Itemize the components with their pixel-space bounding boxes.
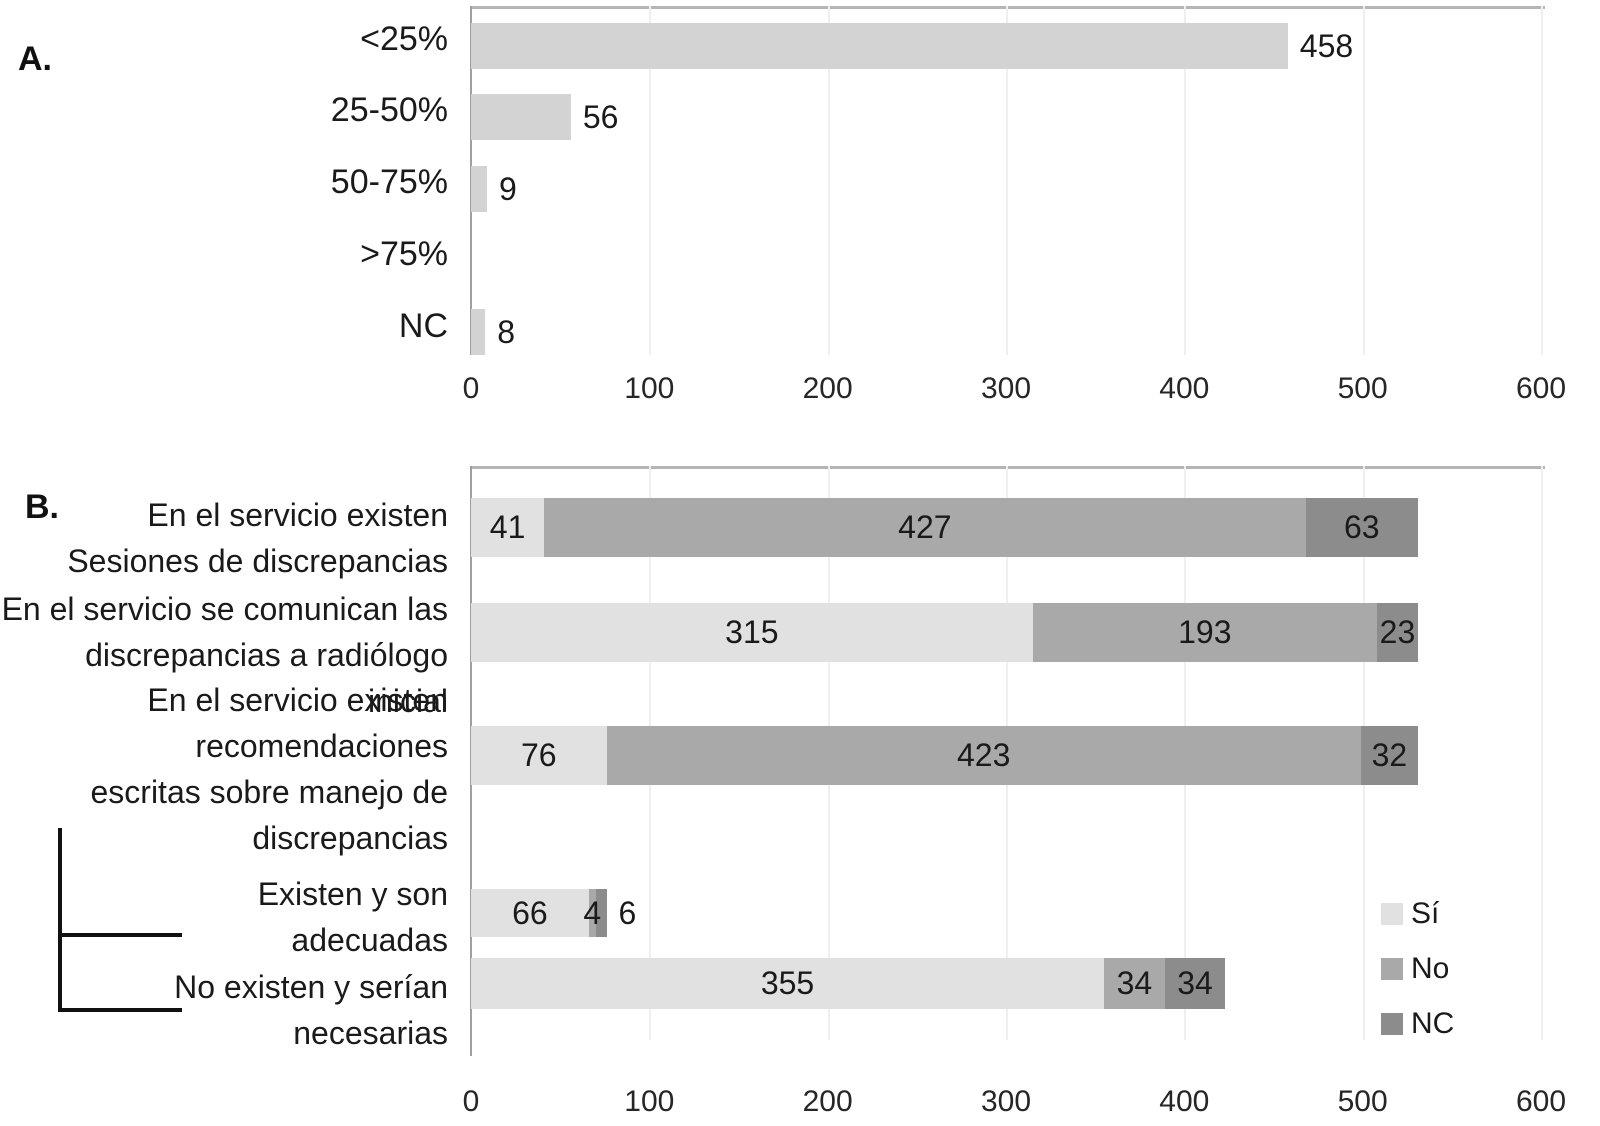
category-label-b-3: Existen y son adecuadas: [257, 876, 448, 958]
category-label-a-3: >75%: [360, 235, 448, 273]
segment-NC-row-0: [1305, 498, 1418, 557]
panel-b-tick-500: 500: [1337, 1085, 1388, 1118]
bar-25-50%: [471, 94, 571, 140]
category-label-a-1: 25-50%: [330, 91, 448, 129]
panel-b-plot-top-border: [471, 466, 1545, 469]
stacked-bar-row-1: 315 193 23: [471, 603, 1418, 662]
legend-label-NC: NC: [1411, 1007, 1455, 1040]
panel-a-plot-top-border: [471, 6, 1545, 9]
gridline-x-200: [827, 6, 830, 355]
segment-NC-row-2: [1360, 726, 1418, 785]
stacked-bar-row-0: 41 427 63: [471, 498, 1418, 557]
category-label-a-2: 50-75%: [330, 163, 448, 201]
bar-50-75%: [471, 166, 488, 212]
panel-a-tick-100: 100: [624, 372, 675, 405]
panel-a-tick-200: 200: [802, 372, 853, 405]
stacked-bar-row-4: 355 34 34: [471, 958, 1226, 1009]
legend-swatch-NC: [1381, 1013, 1403, 1035]
legend-swatch-Sí: [1381, 903, 1403, 925]
bar-NC: [471, 309, 486, 355]
panel-b-tick-0: 0: [462, 1085, 480, 1118]
bracket-tick-no-existen: [58, 1008, 182, 1012]
value-label-No-row-0: 427: [898, 509, 952, 545]
segment-Sí-row-3: [471, 889, 589, 937]
segment-No-row-2: [606, 726, 1361, 785]
gridline-x-600: [1541, 466, 1543, 1040]
value-label-No-row-1: 193: [1178, 614, 1232, 650]
segment-Sí-row-1: [471, 603, 1033, 662]
value-label-NC-row-2: 32: [1371, 737, 1408, 773]
category-label-b-1: En el servicio se comunican las discrepa…: [1, 591, 448, 719]
segment-Sí-row-2: [471, 726, 607, 785]
value-label-No-row-2: 423: [957, 737, 1011, 773]
value-label-No-row-3: 4: [583, 895, 602, 931]
bracket-vertical-line: [58, 828, 62, 1012]
value-label-Sí-row-2: 76: [520, 737, 557, 773]
panel-a-tick-0: 0: [462, 372, 480, 405]
segment-No-row-4: [1104, 958, 1165, 1009]
panel-b-tick-600: 600: [1515, 1085, 1567, 1118]
segment-NC-row-4: [1164, 958, 1226, 1009]
panel-b-plot: 41 427 63 315 193 23 76 423 32 66 4 6 355 34 34: [470, 466, 1545, 1056]
segment-Sí-row-4: [471, 958, 1105, 1009]
panel-a-tick-400: 400: [1159, 372, 1210, 405]
segment-No-row-3: [588, 889, 596, 937]
segment-NC-row-3: [595, 889, 607, 937]
value-label-Sí-row-4: 355: [760, 965, 815, 1001]
category-label-b-2: En el servicio existen recomendaciones e…: [90, 682, 448, 856]
panel-a-tick-500: 500: [1337, 372, 1388, 405]
value-label-50-75%: 9: [499, 171, 517, 207]
panel-b-tick-100: 100: [624, 1085, 675, 1118]
panel-b-tick-400: 400: [1159, 1085, 1210, 1118]
bracket-tick-existen-adecuadas: [58, 933, 182, 937]
value-label-NC-row-1: 23: [1379, 614, 1416, 650]
value-label-<25%: 458: [1299, 28, 1354, 64]
value-label-25-50%: 56: [582, 99, 619, 135]
panel-b-tick-200: 200: [802, 1085, 853, 1118]
legend-swatch-No: [1381, 958, 1403, 980]
panel-b-tick-300: 300: [980, 1085, 1032, 1118]
panel-b-label: B.: [25, 488, 59, 526]
gridline-x-100: [649, 6, 652, 355]
value-label-Sí-row-1: 315: [725, 614, 779, 650]
value-label-NC: 8: [497, 314, 516, 350]
value-label-Sí-row-0: 41: [489, 509, 526, 545]
panel-a-tick-600: 600: [1515, 372, 1567, 405]
category-label-a-4: NC: [398, 307, 448, 345]
category-label-b-0: En el servicio existen Sesiones de discr…: [67, 497, 448, 579]
segment-Sí-row-0: [471, 498, 545, 557]
value-label-NC-row-4: 34: [1177, 965, 1213, 1001]
value-label-Sí-row-3: 66: [512, 895, 548, 931]
value-label-No-row-4: 34: [1116, 965, 1153, 1001]
gridline-x-300: [1006, 6, 1008, 355]
segment-No-row-0: [544, 498, 1306, 557]
stacked-bar-row-3: 66 4 6: [471, 889, 636, 937]
gridline-x-600: [1541, 6, 1543, 355]
bar-<25%: [471, 23, 1288, 69]
gridline-x-500: [1362, 6, 1365, 355]
legend-label-Sí: Sí: [1411, 897, 1440, 930]
category-label-a-0: <25%: [360, 20, 448, 58]
value-label-NC-row-3: 6: [618, 895, 637, 931]
category-label-b-4: No existen y serían necesarias: [174, 969, 448, 1051]
panel-a-label: A.: [18, 40, 52, 78]
value-label-NC-row-0: 63: [1343, 509, 1380, 545]
panel-a-tick-300: 300: [980, 372, 1032, 405]
legend-label-No: No: [1411, 952, 1450, 985]
gridline-x-400: [1184, 6, 1187, 355]
panel-a-plot: 458 56 9 8: [470, 6, 1545, 355]
segment-No-row-1: [1032, 603, 1377, 662]
segment-NC-row-1: [1376, 603, 1418, 662]
stacked-bar-row-2: 76 423 32: [471, 726, 1418, 785]
